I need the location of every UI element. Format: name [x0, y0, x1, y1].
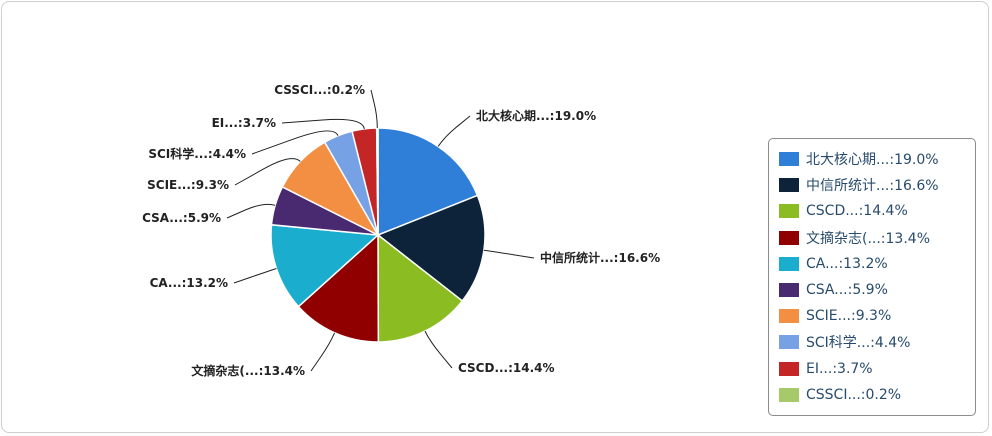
- slice-label: EI...:3.7%: [212, 116, 276, 130]
- legend-swatch: [779, 204, 799, 219]
- legend-label: CSCD...:14.4%: [806, 203, 908, 220]
- legend-label: SCIE...:9.3%: [806, 308, 892, 325]
- legend-item[interactable]: CA...:13.2%: [779, 251, 975, 277]
- legend-swatch: [779, 283, 799, 298]
- legend-label: EI...:3.7%: [806, 360, 873, 377]
- legend-swatch: [779, 152, 799, 167]
- legend-item[interactable]: CSCD...:14.4%: [779, 198, 975, 224]
- legend-swatch: [779, 361, 799, 376]
- pie-slice[interactable]: [270, 223, 380, 308]
- label-connector: [234, 158, 301, 186]
- label-connector: [424, 330, 453, 369]
- slice-label: 中信所统计...:16.6%: [540, 250, 660, 265]
- legend-label: CSSCI...:0.2%: [806, 386, 902, 403]
- legend-swatch: [779, 230, 799, 245]
- slice-label: 北大核心期...:19.0%: [476, 108, 596, 123]
- pie-slice[interactable]: [377, 127, 479, 237]
- legend-label: CA...:13.2%: [806, 255, 888, 272]
- slice-label: CSCD...:14.4%: [458, 361, 555, 375]
- slice-label: CA...:13.2%: [150, 276, 228, 290]
- pie-slices: [270, 127, 486, 343]
- label-connector: [370, 89, 378, 129]
- label-connector: [483, 249, 535, 259]
- legend-swatch: [779, 309, 799, 324]
- slice-labels: 北大核心期...:19.0% 中信所统计...:16.6% CSCD...:14.4…: [142, 83, 660, 378]
- legend-swatch: [779, 335, 799, 350]
- legend-swatch: [779, 387, 799, 402]
- legend-label: 中信所统计...:16.6%: [806, 178, 939, 195]
- legend-item[interactable]: CSA...:5.9%: [779, 277, 975, 303]
- legend-item[interactable]: EI...:3.7%: [779, 356, 975, 382]
- label-connector: [226, 203, 276, 219]
- slice-label: 文摘杂志(...:13.4%: [191, 363, 305, 378]
- legend-item[interactable]: SCIE...:9.3%: [779, 303, 975, 329]
- legend-label: SCI科学...:4.4%: [806, 335, 911, 352]
- legend-item[interactable]: 文摘杂志(...:13.4%: [779, 225, 975, 251]
- legend-item[interactable]: 北大核心期...:19.0%: [779, 146, 975, 172]
- label-connector: [233, 268, 277, 284]
- label-connector: [251, 130, 339, 155]
- slice-label: SCIE...:9.3%: [147, 178, 229, 192]
- pie-slice[interactable]: [376, 194, 486, 302]
- legend: 北大核心期...:19.0% 中信所统计...:16.6% CSCD...:14.4…: [768, 138, 976, 416]
- label-connectors: [226, 89, 535, 372]
- slice-label: CSA...:5.9%: [142, 211, 221, 225]
- slice-label: SCI科学...:4.4%: [148, 146, 246, 161]
- legend-item[interactable]: 中信所统计...:16.6%: [779, 172, 975, 198]
- legend-swatch: [779, 178, 799, 193]
- legend-swatch: [779, 256, 799, 271]
- slice-label: CSSCI...:0.2%: [274, 83, 365, 97]
- legend-item[interactable]: SCI科学...:4.4%: [779, 329, 975, 355]
- pie-slice[interactable]: [297, 233, 380, 343]
- legend-label: CSA...:5.9%: [806, 282, 888, 299]
- label-connector: [281, 118, 365, 130]
- legend-label: 北大核心期...:19.0%: [806, 152, 939, 169]
- pie-slice[interactable]: [375, 127, 379, 236]
- label-connector: [310, 332, 336, 372]
- legend-label: 文摘杂志(...:13.4%: [806, 230, 931, 247]
- legend-item[interactable]: CSSCI...:0.2%: [779, 382, 975, 408]
- label-connector: [437, 115, 471, 147]
